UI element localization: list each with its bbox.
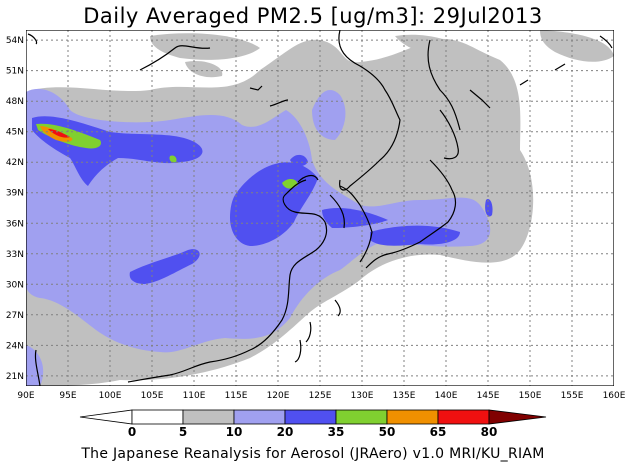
lon-tick-label: 150E	[519, 391, 542, 401]
coastlines	[27, 30, 613, 386]
lon-tick-label: 140E	[435, 391, 458, 401]
lon-tick-label: 135E	[393, 391, 416, 401]
colorbar-segment	[182, 409, 235, 425]
lat-tick-label: 54N	[6, 36, 24, 46]
lon-tick-label: 125E	[309, 391, 332, 401]
colorbar-segment	[233, 409, 286, 425]
map-title: Daily Averaged PM2.5 [ug/m3]: 29Jul2013	[83, 4, 543, 28]
lat-tick-label: 27N	[6, 311, 24, 321]
colorbar-segment	[386, 409, 439, 425]
footer-credit: The Japanese Reanalysis for Aerosol (JRA…	[81, 446, 545, 462]
colorbar-upper-arrow	[488, 409, 547, 425]
lat-tick-label: 30N	[6, 280, 24, 290]
longitude-labels: 90E 95E 100E 105E 110E 115E 120E 125E 130E 135E 14…	[17, 391, 625, 401]
lat-tick-label: 45N	[6, 128, 24, 138]
colorbar-label: 0	[128, 425, 136, 439]
gridlines	[26, 30, 614, 386]
latitude-labels: 54N 51N 48N 45N 42N 39N 36N 33N 30N 27N 24N 21N	[6, 36, 24, 382]
colorbar-label: 50	[379, 425, 396, 439]
colorbar-label: 80	[481, 425, 498, 439]
pm25-65-80-field	[48, 129, 70, 138]
colorbar-label: 35	[328, 425, 345, 439]
lat-tick-label: 51N	[6, 67, 24, 77]
colorbar-label: 65	[430, 425, 447, 439]
colorbar-segment	[335, 409, 388, 425]
lat-tick-label: 33N	[6, 250, 24, 260]
lat-tick-label: 39N	[6, 189, 24, 199]
lon-tick-label: 95E	[59, 391, 76, 401]
colorbar-segment	[131, 409, 184, 425]
lon-tick-label: 110E	[183, 391, 206, 401]
lon-tick-label: 130E	[351, 391, 374, 401]
pm25-map: 90E 95E 100E 105E 110E 115E 120E 125E 130E 135E 14…	[6, 30, 626, 439]
colorbar-label: 5	[179, 425, 187, 439]
lat-tick-label: 48N	[6, 97, 24, 107]
lon-tick-label: 120E	[267, 391, 290, 401]
colorbar-label: 10	[226, 425, 243, 439]
lat-tick-label: 42N	[6, 158, 24, 168]
lon-tick-label: 145E	[477, 391, 500, 401]
lat-tick-label: 24N	[6, 341, 24, 351]
colorbar-segment	[284, 409, 337, 425]
colorbar: 0 5 10 20 35 50 65 80	[79, 409, 547, 439]
lon-tick-label: 100E	[99, 391, 122, 401]
concentration-fields	[26, 30, 614, 386]
lon-tick-label: 115E	[225, 391, 248, 401]
lat-tick-label: 21N	[6, 372, 24, 382]
lon-tick-label: 105E	[141, 391, 164, 401]
lon-tick-label: 160E	[603, 391, 626, 401]
colorbar-segment	[437, 409, 490, 425]
lon-tick-label: 155E	[561, 391, 584, 401]
colorbar-label: 20	[277, 425, 294, 439]
lon-tick-label: 90E	[17, 391, 34, 401]
lat-tick-label: 36N	[6, 219, 24, 229]
colorbar-lower-arrow	[79, 409, 133, 425]
